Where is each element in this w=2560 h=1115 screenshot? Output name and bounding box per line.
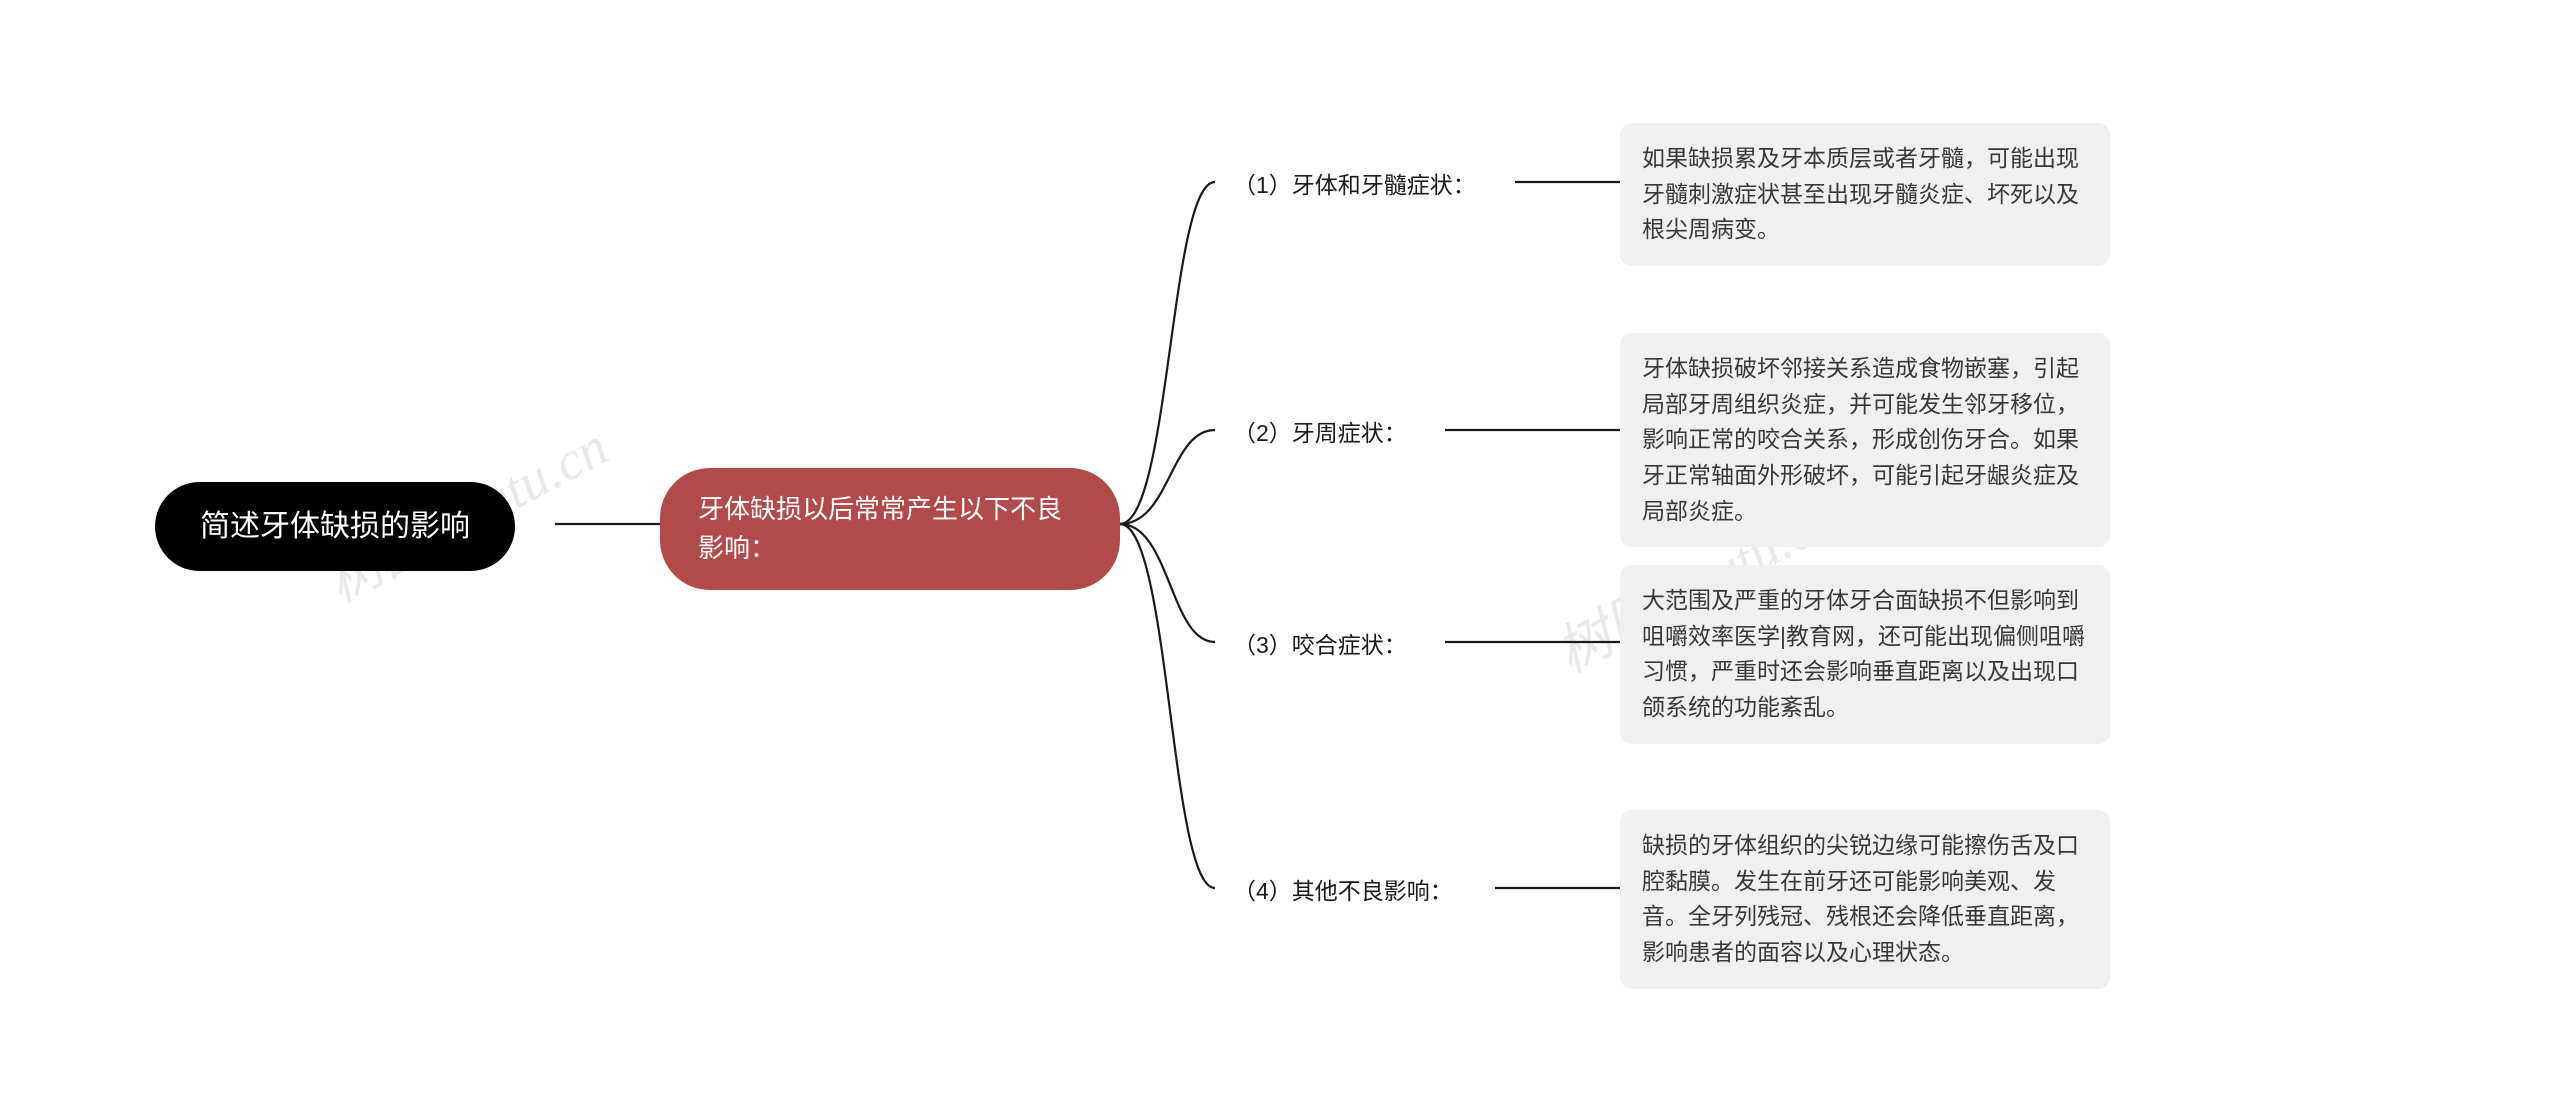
sub-node[interactable]: 牙体缺损以后常常产生以下不良影响： [660, 468, 1120, 590]
leaf-node-2[interactable]: 牙体缺损破坏邻接关系造成食物嵌塞，引起局部牙周组织炎症，并可能发生邻牙移位，影响… [1620, 333, 2110, 547]
branch-label-1: （1）牙体和牙髓症状： [1233, 168, 1476, 203]
connector-sub-b1 [1120, 182, 1215, 524]
root-label: 简述牙体缺损的影响 [200, 504, 470, 549]
branch-label-2: （2）牙周症状： [1233, 416, 1407, 451]
branch-node-3[interactable]: （3）咬合症状： [1215, 618, 1425, 673]
root-node[interactable]: 简述牙体缺损的影响 [155, 482, 515, 571]
leaf-label-3: 大范围及严重的牙体牙合面缺损不但影响到咀嚼效率医学|教育网，还可能出现偏侧咀嚼习… [1642, 583, 2088, 726]
branch-node-1[interactable]: （1）牙体和牙髓症状： [1215, 158, 1494, 213]
branch-node-2[interactable]: （2）牙周症状： [1215, 406, 1425, 461]
connector-sub-b2 [1120, 430, 1215, 524]
leaf-label-4: 缺损的牙体组织的尖锐边缘可能擦伤舌及口腔黏膜。发生在前牙还可能影响美观、发音。全… [1642, 828, 2088, 971]
connector-sub-b3 [1120, 524, 1215, 642]
connector-sub-b4 [1120, 524, 1215, 888]
branch-label-4: （4）其他不良影响： [1233, 874, 1453, 909]
leaf-node-1[interactable]: 如果缺损累及牙本质层或者牙髓，可能出现牙髓刺激症状甚至出现牙髓炎症、坏死以及根尖… [1620, 123, 2110, 266]
leaf-node-3[interactable]: 大范围及严重的牙体牙合面缺损不但影响到咀嚼效率医学|教育网，还可能出现偏侧咀嚼习… [1620, 565, 2110, 744]
branch-node-4[interactable]: （4）其他不良影响： [1215, 864, 1471, 919]
sub-label: 牙体缺损以后常常产生以下不良影响： [698, 490, 1082, 568]
leaf-node-4[interactable]: 缺损的牙体组织的尖锐边缘可能擦伤舌及口腔黏膜。发生在前牙还可能影响美观、发音。全… [1620, 810, 2110, 989]
leaf-label-1: 如果缺损累及牙本质层或者牙髓，可能出现牙髓刺激症状甚至出现牙髓炎症、坏死以及根尖… [1642, 141, 2088, 248]
leaf-label-2: 牙体缺损破坏邻接关系造成食物嵌塞，引起局部牙周组织炎症，并可能发生邻牙移位，影响… [1642, 351, 2088, 529]
branch-label-3: （3）咬合症状： [1233, 628, 1407, 663]
